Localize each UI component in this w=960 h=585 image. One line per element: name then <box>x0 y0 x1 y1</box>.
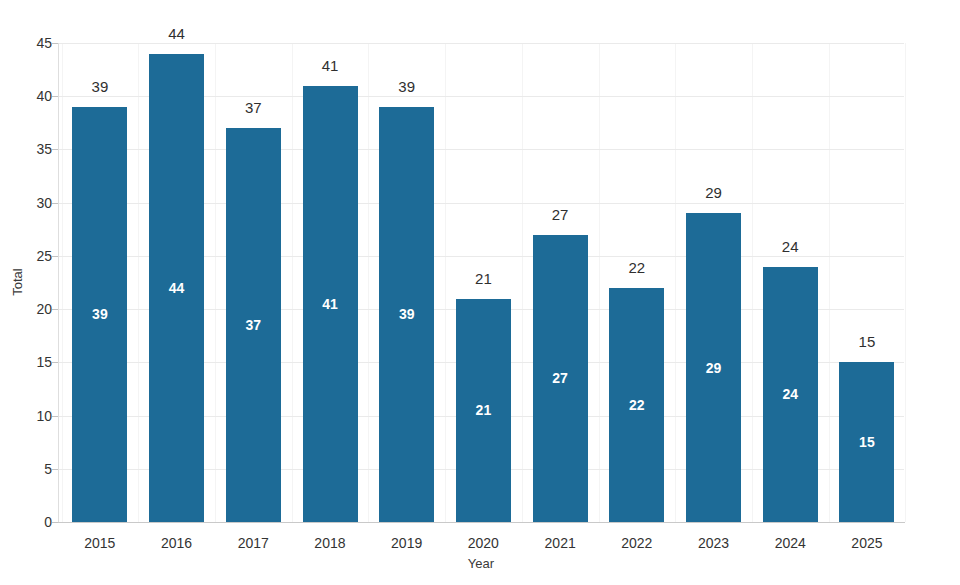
column-boundary-gridline <box>215 43 216 522</box>
column-boundary-gridline <box>905 43 906 522</box>
y-tick-label: 10 <box>20 408 52 424</box>
column-boundary-gridline <box>829 43 830 522</box>
y-tick-label: 5 <box>20 461 52 477</box>
bar-value-label-inside: 21 <box>456 402 511 418</box>
x-tick-label-2016: 2016 <box>138 535 215 551</box>
column-boundary-gridline <box>522 43 523 522</box>
y-tick-label: 40 <box>20 88 52 104</box>
column-boundary-gridline <box>752 43 753 522</box>
x-tick-label-2015: 2015 <box>62 535 139 551</box>
bar-value-label-above: 39 <box>379 79 434 95</box>
x-tick-label-2024: 2024 <box>752 535 829 551</box>
x-tick-label-2021: 2021 <box>522 535 599 551</box>
horizontal-gridline <box>58 43 904 44</box>
bar-value-label-above: 15 <box>839 334 894 350</box>
bar-value-label-inside: 29 <box>686 360 741 376</box>
bar-value-label-above: 39 <box>72 79 127 95</box>
x-tick-label-2017: 2017 <box>215 535 292 551</box>
bar-value-label-inside: 39 <box>379 306 434 322</box>
bar-value-label-above: 41 <box>303 58 358 74</box>
x-tick-label-2020: 2020 <box>445 535 522 551</box>
bar-value-label-inside: 27 <box>533 370 588 386</box>
bar-value-label-inside: 44 <box>149 280 204 296</box>
bar-value-label-above: 24 <box>763 239 818 255</box>
bar-value-label-inside: 37 <box>226 317 281 333</box>
bar-value-label-inside: 39 <box>72 306 127 322</box>
bar-value-label-above: 22 <box>609 260 664 276</box>
y-tick-label: 35 <box>20 141 52 157</box>
column-boundary-gridline <box>445 43 446 522</box>
y-tick-label: 15 <box>20 354 52 370</box>
y-tick-label: 45 <box>20 35 52 51</box>
y-tick-label: 25 <box>20 248 52 264</box>
column-boundary-gridline <box>292 43 293 522</box>
x-tick-label-2019: 2019 <box>368 535 445 551</box>
x-tick-label-2023: 2023 <box>675 535 752 551</box>
column-boundary-gridline <box>138 43 139 522</box>
bar-value-label-above: 21 <box>456 271 511 287</box>
bar-value-label-inside: 24 <box>763 386 818 402</box>
bar-value-label-above: 29 <box>686 185 741 201</box>
column-boundary-gridline <box>675 43 676 522</box>
column-boundary-gridline <box>368 43 369 522</box>
x-tick-label-2025: 2025 <box>829 535 906 551</box>
bar-value-label-inside: 15 <box>839 434 894 450</box>
x-tick-label-2018: 2018 <box>292 535 369 551</box>
bar-value-label-above: 44 <box>149 26 204 42</box>
y-axis-title: Total <box>10 268 26 295</box>
column-boundary-gridline <box>62 43 63 522</box>
y-axis-line <box>58 43 59 522</box>
x-tick-label-2022: 2022 <box>599 535 676 551</box>
x-axis-line <box>58 522 905 523</box>
bar-value-label-inside: 22 <box>609 397 664 413</box>
x-axis-title: Year <box>58 556 904 572</box>
bar-value-label-inside: 41 <box>303 296 358 312</box>
y-tick-label: 0 <box>20 514 52 530</box>
y-tick-label: 20 <box>20 301 52 317</box>
bar-value-label-above: 27 <box>533 207 588 223</box>
bar-value-label-above: 37 <box>226 100 281 116</box>
y-tick-label: 30 <box>20 195 52 211</box>
bar-chart: Total Year 05101520253035404539392015444… <box>0 0 960 585</box>
column-boundary-gridline <box>599 43 600 522</box>
